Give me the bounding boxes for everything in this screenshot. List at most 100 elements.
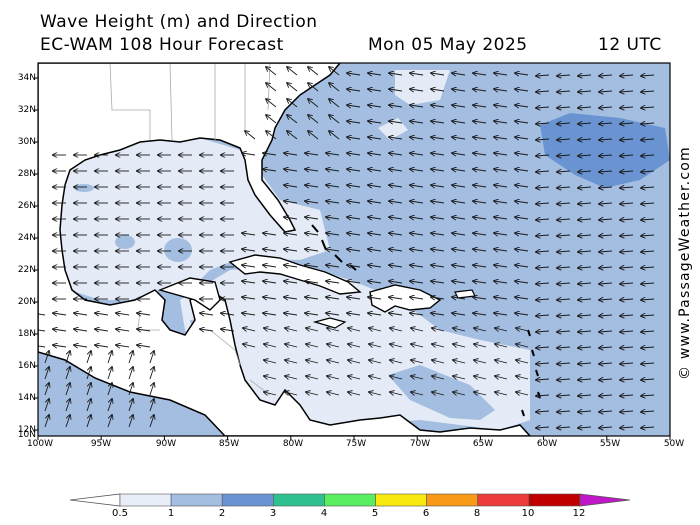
wave-arrow — [578, 235, 592, 236]
wave-arrow — [284, 153, 298, 155]
wave-arrow — [620, 267, 634, 268]
colorbar-low-arrow — [69, 493, 121, 507]
wave-arrow — [284, 217, 298, 219]
wave-arrow — [107, 367, 112, 380]
wave-arrow — [599, 427, 613, 428]
wave-arrow — [641, 235, 655, 236]
wave-arrow — [620, 235, 634, 236]
wave-arrow — [284, 297, 298, 299]
wave-arrow — [128, 415, 133, 428]
wave-arrow — [149, 351, 154, 364]
wave-arrow — [305, 297, 319, 299]
wave-arrow — [494, 169, 508, 171]
wave-arrow — [599, 235, 613, 236]
wave-arrow — [242, 265, 256, 267]
wave-arrow — [620, 187, 634, 188]
wave-arrow — [369, 328, 382, 331]
wave-arrow — [389, 233, 403, 235]
wave-arrow — [305, 249, 319, 251]
wave-arrow — [516, 392, 529, 395]
wave-arrow — [494, 313, 508, 315]
wave-arrow — [536, 283, 550, 284]
wave-arrow — [536, 299, 550, 300]
lon-label: 50W — [663, 439, 685, 449]
wave-arrow — [266, 131, 277, 140]
wave-arrow — [242, 297, 256, 299]
wave-arrow — [536, 155, 550, 156]
wave-arrow — [329, 67, 340, 76]
wave-arrow — [431, 217, 445, 219]
wave-arrow — [306, 360, 319, 363]
wave-arrow — [578, 219, 592, 220]
wave-arrow — [368, 121, 382, 123]
wave-arrow — [473, 265, 487, 267]
wave-arrow — [348, 360, 361, 363]
wave-arrow — [452, 73, 466, 75]
wave-arrow — [263, 233, 277, 235]
gulf-light-patch — [74, 184, 94, 192]
wave-arrow — [200, 313, 214, 315]
colorbar-high-arrow — [579, 493, 631, 507]
wave-arrow — [536, 219, 550, 220]
wave-arrow — [390, 360, 403, 363]
wave-arrow — [452, 201, 466, 203]
lon-label: 80W — [282, 439, 304, 449]
wave-arrow — [620, 347, 634, 348]
wave-arrow — [599, 363, 613, 364]
wave-arrow — [287, 99, 298, 108]
wave-arrow — [53, 313, 67, 315]
wave-arrow — [284, 201, 298, 203]
wave-arrow — [329, 115, 340, 124]
wave-arrow — [495, 360, 508, 363]
wave-arrow — [128, 383, 133, 396]
wave-arrow — [305, 153, 319, 155]
wave-arrow — [557, 187, 571, 188]
wave-arrow — [494, 137, 508, 139]
lon-label: 100W — [26, 439, 54, 449]
wave-arrow — [411, 328, 424, 331]
wave-arrow — [266, 67, 277, 76]
wave-arrow — [620, 91, 634, 92]
wave-arrow — [432, 392, 445, 395]
wave-arrow — [578, 155, 592, 156]
wave-arrow — [347, 89, 361, 91]
wave-arrow — [116, 313, 130, 315]
wave-arrow — [308, 131, 319, 140]
wave-arrow — [599, 139, 613, 140]
wave-arrow — [599, 75, 613, 76]
wave-arrow — [410, 313, 424, 315]
wave-arrow — [348, 328, 361, 331]
colorbar-label: 8 — [473, 508, 481, 519]
wave-arrow — [107, 399, 112, 412]
wave-arrow — [347, 169, 361, 171]
wave-arrow — [389, 297, 403, 299]
wave-arrow — [348, 392, 361, 395]
wave-arrow — [536, 395, 550, 396]
wave-arrow — [557, 235, 571, 236]
wave-arrow — [327, 360, 340, 363]
wave-arrow — [431, 201, 445, 203]
wave-arrow — [308, 67, 319, 76]
jamaica — [312, 317, 347, 329]
wave-arrow — [536, 331, 550, 332]
wave-arrow — [107, 415, 112, 428]
wave-arrow — [308, 99, 319, 108]
wave-arrow — [557, 411, 571, 412]
wave-arrow — [578, 123, 592, 124]
wave-arrow — [264, 392, 277, 395]
wave-arrow — [578, 139, 592, 140]
colorbar-label: 4 — [320, 508, 328, 519]
wave-arrow — [368, 169, 382, 171]
wave-arrow — [474, 360, 487, 363]
wave-arrow — [641, 75, 655, 76]
wave-arrow — [641, 123, 655, 124]
wave-arrow — [578, 395, 592, 396]
wave-arrow — [347, 265, 361, 267]
wave-arrow — [326, 265, 340, 267]
bahamas — [311, 224, 357, 271]
wave-arrow — [347, 201, 361, 203]
wave-arrow — [327, 376, 340, 379]
wave-arrow — [347, 281, 361, 283]
wave-arrow — [326, 153, 340, 155]
